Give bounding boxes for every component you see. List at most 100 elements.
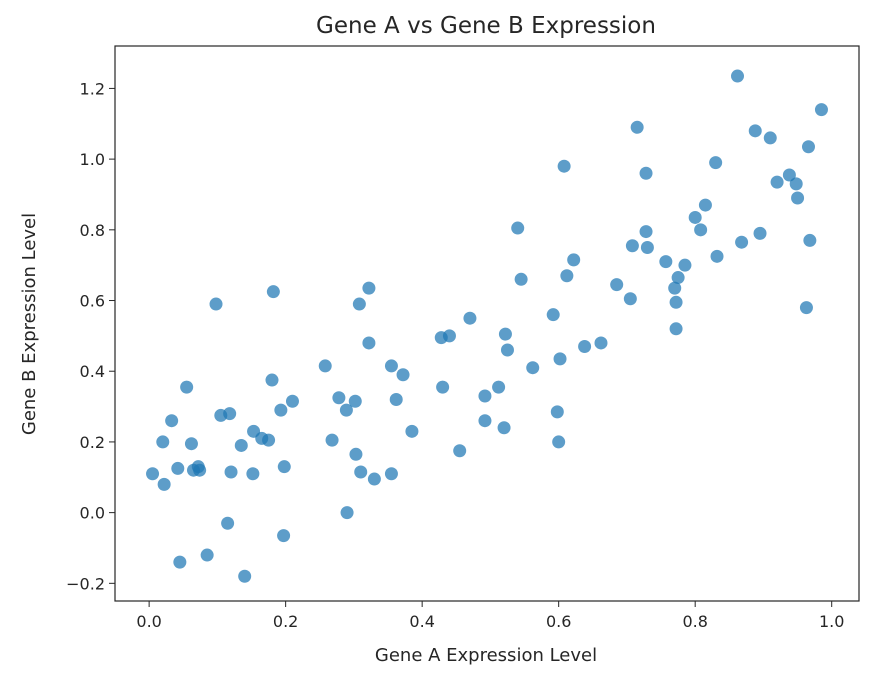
data-point [349,447,363,461]
data-point [362,336,376,350]
data-point [497,421,511,435]
data-point [623,292,637,306]
data-point [498,327,512,341]
data-point [246,467,260,481]
data-point [511,221,525,235]
data-point [782,168,796,182]
data-point [265,373,279,387]
data-point [442,329,456,343]
data-point [277,529,291,543]
data-point [436,380,450,394]
data-point [332,391,346,405]
data-point [262,433,276,447]
data-point [340,506,354,520]
y-tick-label: 0.6 [80,292,105,311]
data-point [193,463,207,477]
data-point [560,269,574,283]
data-point [671,271,685,285]
x-axis-label: Gene A Expression Level [375,645,597,666]
data-point [639,166,653,180]
data-point [362,281,376,295]
data-point [610,278,624,292]
data-point [389,393,403,407]
data-point [803,233,817,247]
y-tick-label: 1.2 [80,79,105,98]
data-point [453,444,467,458]
data-point [789,177,803,191]
data-point [221,516,235,530]
x-tick-label: 0.4 [409,612,434,631]
data-point [384,359,398,373]
data-point [669,322,683,336]
y-axis-label: Gene B Expression Level [19,213,40,435]
data-point [339,403,353,417]
data-point [668,281,682,295]
data-point [492,380,506,394]
y-tick-label: 0.8 [80,221,105,240]
x-tick-label: 1.0 [819,612,844,631]
y-tick-label: 0.0 [80,504,105,523]
data-point [184,437,198,451]
data-point [234,438,248,452]
x-tick-label: 0.6 [546,612,571,631]
data-point [238,569,252,583]
data-point [552,435,566,449]
data-point [594,336,608,350]
data-point [146,467,160,481]
data-point [266,285,280,299]
data-point [405,424,419,438]
data-point [165,414,179,428]
data-point [325,433,339,447]
data-point [209,297,223,311]
data-points [146,69,828,583]
data-point [625,239,639,253]
data-point [500,343,514,357]
data-point [318,359,332,373]
data-point [640,240,654,254]
data-point [352,297,366,311]
data-point [731,69,745,83]
data-point [688,210,702,224]
data-point [367,472,381,486]
data-point [748,124,762,138]
data-point [156,435,170,449]
data-point [557,159,571,173]
data-point [578,339,592,353]
data-point [709,156,723,170]
data-point [200,548,214,562]
data-point [180,380,194,394]
data-point [463,311,477,325]
axis-ticks: 0.0 0.2 0.4 0.6 0.8 1.0 −0.2 0.0 0.2 0.4 0.6 0.8 1.0… [66,79,844,631]
data-point [277,460,291,474]
data-point [384,467,398,481]
plot-frame [114,45,860,602]
data-point [791,191,805,205]
data-point [285,394,299,408]
x-tick-label: 0.0 [136,612,161,631]
data-point [801,140,815,154]
data-point [223,407,237,421]
data-point [669,295,683,309]
data-point [678,258,692,272]
data-point [546,308,560,322]
data-point [224,465,238,479]
x-tick-label: 0.8 [682,612,707,631]
data-point [639,225,653,239]
data-point [553,352,567,366]
data-point [763,131,777,145]
data-point [630,120,644,134]
data-point [799,301,813,315]
x-tick-label: 0.2 [273,612,298,631]
data-point [659,255,673,269]
y-tick-label: 0.2 [80,433,105,452]
data-point [567,253,581,267]
data-point [735,235,749,249]
data-point [274,403,288,417]
data-point [348,394,362,408]
data-point [550,405,564,419]
data-point [814,103,828,117]
data-point [171,461,185,475]
data-point [710,249,724,263]
data-point [698,198,712,212]
